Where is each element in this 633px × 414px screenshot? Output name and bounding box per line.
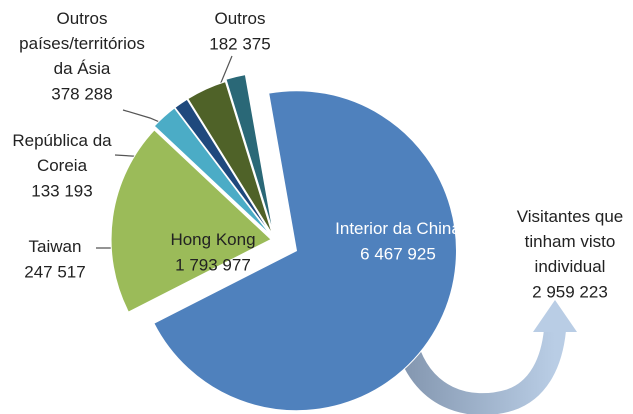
pie-slice <box>110 129 272 313</box>
slice-label-line: Outros <box>56 9 107 28</box>
slice-label-line: República da <box>12 131 112 150</box>
annotation-value: 2 959 223 <box>532 282 608 301</box>
slice-label-line: Hong Kong <box>170 230 255 249</box>
slice-label-line: da Ásia <box>54 59 111 78</box>
slice-label-line: Outros <box>214 9 265 28</box>
pie-slice <box>153 107 272 236</box>
annotation: Visitantes que tinham visto individual <box>517 207 623 276</box>
slice-value-label: 378 288 <box>51 84 112 103</box>
annotation-line: Visitantes que <box>517 207 623 226</box>
pie-slice <box>187 81 273 235</box>
pie-slice <box>225 74 274 233</box>
slice-label: Hong Kong <box>170 230 255 249</box>
slice-label-line: Coreia <box>37 156 88 175</box>
pie-slice <box>174 98 273 236</box>
annotation-line: tinham visto <box>525 232 616 251</box>
pie-slice <box>153 90 457 412</box>
slice-label: Taiwan <box>29 237 82 256</box>
slice-value-label: 6 467 925 <box>360 244 436 263</box>
slice-value-label: 182 375 <box>209 34 270 53</box>
slice-value-label: 133 193 <box>31 181 92 200</box>
slice-value-label: 247 517 <box>24 262 85 281</box>
annotation-line: individual <box>535 257 606 276</box>
slice-label-line: Interior da China <box>335 219 461 238</box>
arrow-head <box>533 300 577 332</box>
slice-label: Outros <box>214 9 265 28</box>
slice-label-line: Taiwan <box>29 237 82 256</box>
slice-label-line: países/territórios <box>19 34 145 53</box>
slice-label: República da Coreia <box>12 131 112 175</box>
slice-label: Interior da China <box>335 219 461 238</box>
slice-value-label: 1 793 977 <box>175 255 251 274</box>
arrow-body <box>394 328 566 414</box>
slice-label: Outros países/territórios da Ásia <box>19 9 145 78</box>
